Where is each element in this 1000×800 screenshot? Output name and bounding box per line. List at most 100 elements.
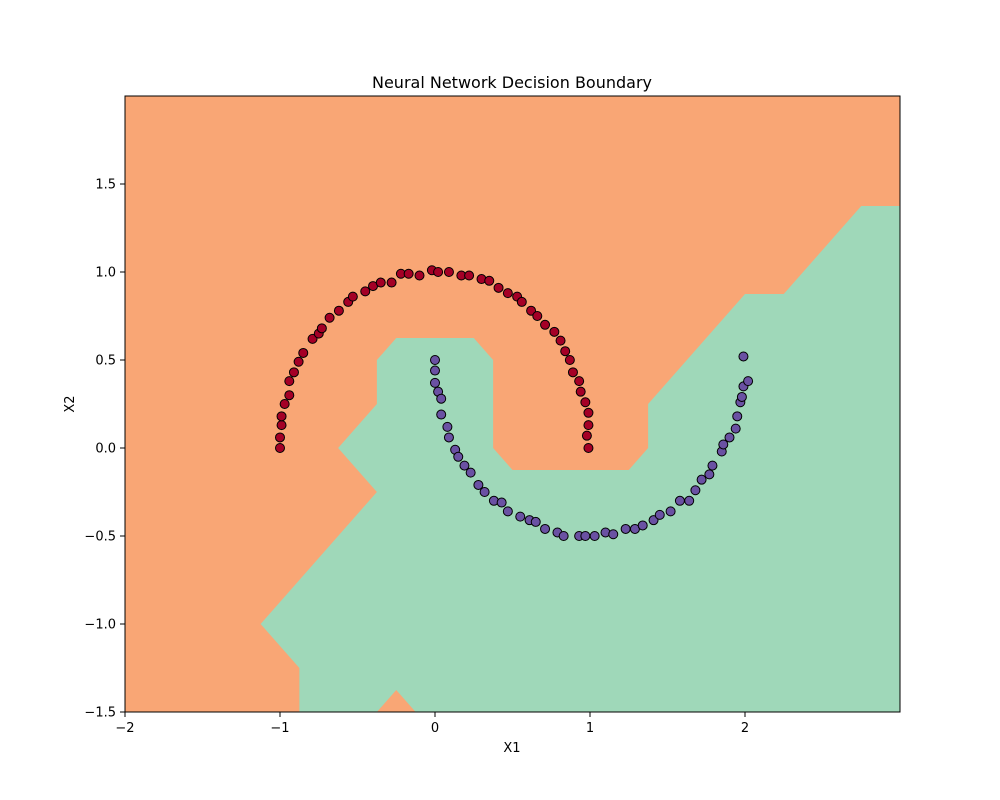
data-point-class0 [575, 386, 586, 397]
data-point-class1 [730, 423, 741, 434]
data-point-class1 [479, 487, 490, 497]
data-point-class1 [743, 376, 754, 387]
data-point-class1 [515, 511, 526, 522]
data-point-class0 [564, 355, 575, 365]
data-point-class0 [555, 335, 566, 346]
data-point-class0 [316, 323, 327, 334]
x-tick-label: 1 [586, 721, 594, 736]
data-point-class1 [496, 497, 507, 508]
data-point-class1 [608, 529, 619, 540]
data-point-class1 [665, 506, 676, 517]
data-point-class0 [360, 286, 371, 297]
x-tick-label: −1 [270, 721, 289, 736]
x-tick-label: 0 [431, 721, 439, 736]
data-point-class0 [403, 268, 414, 279]
y-tick-label: 0.0 [95, 442, 116, 457]
y-tick-label: −0.5 [84, 530, 116, 545]
data-point-class1 [558, 531, 569, 541]
y-tick-label: 0.5 [95, 354, 116, 369]
axes-frame [124, 95, 901, 713]
x-axis-label: X1 [503, 741, 520, 756]
data-point-class1 [465, 467, 476, 478]
data-point-class1 [442, 421, 453, 432]
decision-region-class1 [260, 206, 900, 712]
data-point-class1 [654, 509, 665, 520]
chart-title: Neural Network Decision Boundary [372, 73, 652, 92]
scatter-points [275, 265, 754, 541]
data-point-class0 [433, 267, 444, 277]
data-point-class1 [690, 485, 701, 496]
data-point-class0 [284, 376, 295, 387]
data-point-class1 [736, 391, 747, 402]
data-point-class1 [738, 351, 749, 362]
y-tick-label: 1.5 [95, 178, 116, 193]
y-tick-label: 1.0 [95, 266, 116, 281]
data-point-class1 [580, 531, 591, 541]
data-point-class1 [724, 432, 735, 443]
data-point-class0 [532, 311, 543, 321]
data-point-class1 [620, 523, 631, 534]
data-point-class0 [574, 376, 585, 387]
data-point-class0 [347, 291, 358, 302]
data-point-class0 [414, 270, 425, 281]
data-point-class0 [288, 367, 299, 378]
data-point-class1 [589, 531, 600, 541]
data-point-class0 [583, 420, 594, 431]
data-point-class1 [430, 365, 440, 376]
data-point-class0 [560, 346, 571, 357]
data-point-class0 [567, 367, 578, 378]
data-point-class0 [540, 319, 551, 330]
data-point-class0 [549, 326, 560, 337]
data-point-class0 [275, 432, 285, 443]
y-tick-label: −1.0 [84, 618, 116, 633]
data-point-class0 [464, 270, 475, 281]
data-point-class0 [276, 411, 287, 422]
data-point-class1 [453, 451, 464, 462]
data-point-class1 [684, 495, 695, 506]
x-tick-label: 2 [741, 721, 749, 736]
data-point-class0 [443, 267, 454, 277]
data-point-class0 [484, 275, 495, 286]
data-point-class1 [674, 495, 685, 506]
data-point-class0 [580, 397, 591, 408]
data-point-class0 [583, 443, 594, 453]
data-point-class1 [430, 355, 440, 365]
data-point-class1 [704, 469, 715, 480]
y-axis: −1.5 −1.0 −0.5 0.0 0.5 1.0 1.5 [84, 178, 125, 721]
data-point-class0 [293, 356, 304, 367]
data-point-class1 [732, 411, 743, 422]
data-point-class0 [284, 390, 295, 401]
data-point-class1 [718, 439, 729, 450]
data-point-class0 [298, 347, 309, 358]
data-point-class1 [696, 474, 707, 485]
data-point-class1 [473, 479, 484, 490]
data-point-class0 [581, 430, 592, 441]
data-point-class1 [443, 432, 454, 443]
data-point-class0 [386, 277, 397, 288]
plot-area [124, 95, 901, 713]
x-tick-label: −2 [115, 721, 134, 736]
data-point-class1 [707, 460, 718, 471]
y-axis-label: X2 [63, 395, 78, 412]
y-tick-label: −1.5 [84, 706, 116, 721]
data-point-class1 [530, 516, 541, 527]
data-point-class0 [275, 443, 285, 453]
data-point-class0 [493, 282, 504, 293]
x-axis: −2 −1 0 1 2 [115, 712, 749, 736]
data-point-class0 [276, 420, 287, 431]
data-point-class0 [502, 288, 513, 299]
data-point-class1 [637, 520, 648, 531]
data-point-class0 [333, 305, 344, 316]
data-point-class0 [324, 312, 335, 323]
data-point-class1 [540, 523, 551, 534]
data-point-class0 [375, 277, 386, 288]
data-point-class0 [279, 399, 290, 409]
data-point-class1 [436, 409, 447, 420]
data-point-class1 [459, 460, 470, 471]
data-point-class0 [583, 407, 594, 418]
data-point-class0 [516, 296, 527, 307]
data-point-class1 [502, 506, 513, 517]
data-point-class1 [430, 377, 440, 388]
data-point-class1 [436, 393, 447, 404]
